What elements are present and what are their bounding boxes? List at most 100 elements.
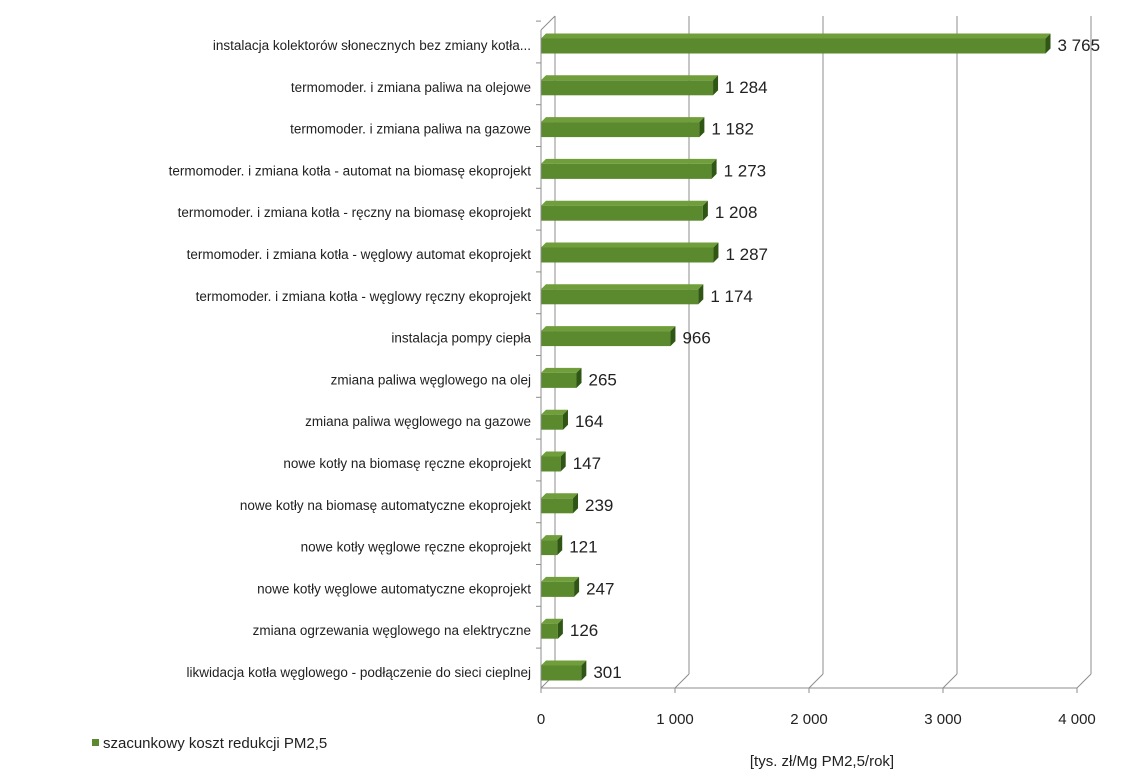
bar xyxy=(541,618,563,639)
bar xyxy=(541,409,568,430)
bar-side xyxy=(581,660,587,681)
bar xyxy=(541,242,719,263)
bar-top xyxy=(541,367,582,373)
bar-front xyxy=(541,247,714,263)
labels-layer: 3 765 instalacja kolektorów słonecznych b… xyxy=(169,36,1100,682)
bar xyxy=(541,451,566,472)
bar-front xyxy=(541,163,712,179)
bar xyxy=(541,535,563,556)
bar-front xyxy=(541,498,574,514)
category-label: likwidacja kotła węglowego - podłączenie… xyxy=(187,665,531,680)
bar-front xyxy=(541,540,558,556)
data-label: 147 xyxy=(573,454,601,473)
bar-front xyxy=(541,581,575,597)
bar-side xyxy=(699,117,705,138)
bar-top xyxy=(541,618,563,624)
x-axis-title: [tys. zł/Mg PM2,5/rok] xyxy=(750,753,894,770)
bar-top xyxy=(541,75,719,81)
category-label: termomoder. i zmiana paliwa na olejowe xyxy=(291,80,531,95)
category-label: zmiana ogrzewania węglowego na elektrycz… xyxy=(253,623,531,638)
bar-side xyxy=(562,409,568,430)
bar-front xyxy=(541,372,577,388)
data-label: 1 182 xyxy=(711,120,754,139)
data-label: 1 273 xyxy=(724,161,767,180)
category-label: zmiana paliwa węglowego na gazowe xyxy=(305,414,531,429)
bar-top xyxy=(541,200,708,206)
axis-layer: 0 1 000 2 000 3 000 4 000 xyxy=(536,15,1096,728)
bar-top xyxy=(541,158,717,164)
data-label: 121 xyxy=(569,538,597,557)
category-label: nowe kotły na biomasę ręczne ekoprojekt xyxy=(283,456,531,471)
bar-side xyxy=(557,535,563,556)
bar-side xyxy=(573,493,579,514)
category-label: instalacja pompy ciepła xyxy=(391,331,531,346)
data-label: 966 xyxy=(682,329,710,348)
bar xyxy=(541,326,676,347)
bar xyxy=(541,576,580,597)
grid-layer xyxy=(540,16,1092,689)
x-gridline-depth xyxy=(942,673,958,689)
bar xyxy=(541,493,579,514)
bar-side xyxy=(1045,33,1051,54)
legend-label: szacunkowy koszt redukcji PM2,5 xyxy=(103,735,327,752)
category-label: nowe kotły węglowe automatyczne ekoproje… xyxy=(257,581,531,596)
bar-front xyxy=(541,289,699,305)
data-label: 1 284 xyxy=(725,78,768,97)
category-label: termomoder. i zmiana kotła - ręczny na b… xyxy=(178,205,532,220)
bar-front xyxy=(541,80,714,96)
bar-front xyxy=(541,665,582,681)
category-label: zmiana paliwa węglowego na olej xyxy=(331,372,531,387)
data-label: 1 208 xyxy=(715,203,758,222)
bar-top xyxy=(541,284,704,290)
bar-side xyxy=(574,576,580,597)
bar-front xyxy=(541,414,563,430)
bar-side xyxy=(557,618,563,639)
bar xyxy=(541,200,708,221)
bar-front xyxy=(541,38,1046,54)
bar xyxy=(541,117,705,138)
bar-top xyxy=(541,117,705,123)
x-tick-label: 4 000 xyxy=(1058,711,1096,728)
data-label: 247 xyxy=(586,579,614,598)
legend: szacunkowy koszt redukcji PM2,5 xyxy=(92,735,327,752)
bar-top xyxy=(541,576,580,582)
data-label: 301 xyxy=(593,663,621,682)
data-label: 3 765 xyxy=(1058,36,1101,55)
bar-top xyxy=(541,242,719,248)
y-axis-depth xyxy=(540,15,556,31)
bar-top xyxy=(541,660,587,666)
category-label: nowe kotły na biomasę automatyczne ekopr… xyxy=(240,498,531,513)
bar-top xyxy=(541,493,579,499)
bar xyxy=(541,284,704,305)
bar xyxy=(541,660,587,681)
data-label: 265 xyxy=(589,370,617,389)
bar-side xyxy=(698,284,704,305)
bar xyxy=(541,158,717,179)
bar xyxy=(541,33,1051,54)
bar-top xyxy=(541,535,563,541)
data-label: 239 xyxy=(585,496,613,515)
x-tick-label: 3 000 xyxy=(924,711,962,728)
x-gridline-depth xyxy=(1076,673,1092,689)
data-label: 1 287 xyxy=(725,245,768,264)
category-label: nowe kotły węglowe ręczne ekoprojekt xyxy=(301,540,532,555)
x-tick-label: 2 000 xyxy=(790,711,828,728)
category-label: termomoder. i zmiana kotła - węglowy aut… xyxy=(187,247,532,262)
bar-top xyxy=(541,326,676,332)
bar-side xyxy=(576,367,582,388)
x-tick-label: 1 000 xyxy=(656,711,694,728)
x-gridline-depth xyxy=(674,673,690,689)
bar-side xyxy=(702,200,708,221)
bar-side xyxy=(711,158,717,179)
category-label: instalacja kolektorów słonecznych bez zm… xyxy=(213,38,531,53)
bar-top xyxy=(541,451,566,457)
category-label: termomoder. i zmiana paliwa na gazowe xyxy=(290,122,531,137)
category-label: termomoder. i zmiana kotła - węglowy ręc… xyxy=(196,289,532,304)
bar-front xyxy=(541,623,558,639)
bar-side xyxy=(713,242,719,263)
bar-top xyxy=(541,409,568,415)
bar-front xyxy=(541,456,561,472)
bar-front xyxy=(541,205,703,221)
